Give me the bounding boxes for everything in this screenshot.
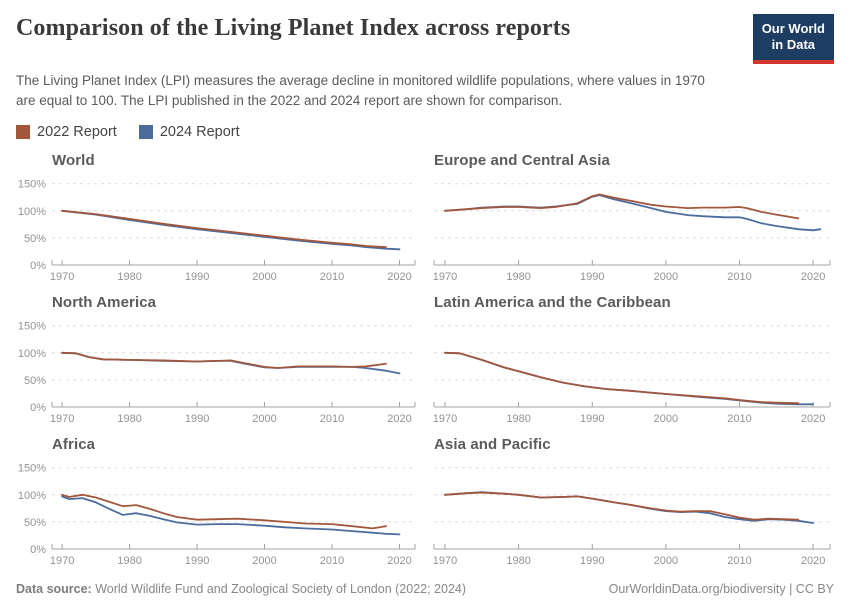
chart-panel-world: World 1970 1980 1990 2000 2010 2020 0% 50% 100% 1… — [16, 152, 419, 285]
svg-text:150%: 150% — [18, 463, 46, 475]
line-plot-africa: 1970 1980 1990 2000 2010 2020 0% 50% 100% 150% — [16, 455, 419, 569]
svg-text:2010: 2010 — [727, 555, 751, 567]
chart-panel-latin-america-caribbean: Latin America and the Caribbean 1970 1980… — [431, 294, 834, 427]
svg-text:1990: 1990 — [185, 555, 209, 567]
svg-text:1980: 1980 — [117, 555, 141, 567]
line-plot-europe-central-asia: 1970 1980 1990 2000 2010 2020 — [431, 171, 834, 285]
svg-text:2000: 2000 — [654, 413, 678, 425]
chart-header: Comparison of the Living Planet Index ac… — [16, 14, 834, 140]
svg-text:2000: 2000 — [654, 271, 678, 283]
svg-text:50%: 50% — [24, 375, 46, 387]
svg-text:150%: 150% — [18, 321, 46, 333]
svg-text:1970: 1970 — [50, 555, 74, 567]
svg-text:2010: 2010 — [727, 271, 751, 283]
svg-text:2010: 2010 — [320, 271, 344, 283]
svg-text:0%: 0% — [30, 544, 46, 556]
svg-text:1970: 1970 — [50, 271, 74, 283]
svg-text:1970: 1970 — [50, 413, 74, 425]
line-plot-latin-america-caribbean: 1970 1980 1990 2000 2010 2020 — [431, 313, 834, 427]
panel-title: Africa — [52, 436, 96, 453]
panel-title: World — [52, 152, 95, 169]
owid-logo-line1: Our World — [761, 21, 825, 36]
svg-text:1980: 1980 — [117, 271, 141, 283]
legend-label: 2024 Report — [159, 124, 240, 140]
chart-panel-north-america: North America 1970 1980 1990 2000 2010 2020 0%… — [16, 294, 419, 427]
legend-label: 2022 Report — [37, 124, 117, 140]
svg-text:2020: 2020 — [387, 271, 411, 283]
svg-text:2000: 2000 — [252, 271, 276, 283]
svg-text:2020: 2020 — [387, 413, 411, 425]
data-source-label: Data source: — [16, 582, 92, 596]
svg-text:2020: 2020 — [801, 413, 825, 425]
svg-text:2000: 2000 — [654, 555, 678, 567]
svg-text:1980: 1980 — [506, 271, 530, 283]
svg-text:2020: 2020 — [801, 555, 825, 567]
line-plot-asia-pacific: 1970 1980 1990 2000 2010 2020 — [431, 455, 834, 569]
legend-item-2024: 2024 Report — [138, 124, 240, 140]
legend-swatch — [16, 125, 30, 139]
svg-text:2020: 2020 — [801, 271, 825, 283]
panel-title: North America — [52, 294, 157, 311]
svg-text:1990: 1990 — [580, 271, 604, 283]
svg-text:1990: 1990 — [185, 413, 209, 425]
owid-logo: Our World in Data — [752, 14, 834, 64]
legend-item-2022: 2022 Report — [16, 124, 117, 140]
svg-text:1980: 1980 — [117, 413, 141, 425]
page-title: Comparison of the Living Planet Index ac… — [16, 15, 571, 41]
svg-text:1990: 1990 — [580, 555, 604, 567]
svg-text:2010: 2010 — [320, 413, 344, 425]
chart-footer: Data source: World Wildlife Fund and Zoo… — [16, 582, 834, 596]
svg-text:1980: 1980 — [506, 555, 530, 567]
line-plot-world: 1970 1980 1990 2000 2010 2020 0% 50% 100% 150% — [16, 171, 419, 285]
chart-panel-africa: Africa 1970 1980 1990 2000 2010 2020 0% 50% 100%… — [16, 436, 419, 569]
svg-text:2010: 2010 — [320, 555, 344, 567]
svg-text:1990: 1990 — [185, 271, 209, 283]
svg-text:50%: 50% — [24, 233, 46, 245]
chart-panel-europe-central-asia: Europe and Central Asia 1970 1980 1990 2000… — [431, 152, 834, 285]
svg-text:1970: 1970 — [433, 271, 457, 283]
svg-text:1990: 1990 — [580, 413, 604, 425]
chart-subtitle: The Living Planet Index (LPI) measures t… — [16, 72, 705, 108]
svg-text:100%: 100% — [18, 348, 46, 360]
svg-text:2010: 2010 — [727, 413, 751, 425]
svg-text:2000: 2000 — [252, 555, 276, 567]
svg-text:1970: 1970 — [433, 413, 457, 425]
legend-swatch — [138, 125, 153, 139]
panel-title: Latin America and the Caribbean — [434, 294, 671, 311]
svg-text:1970: 1970 — [433, 555, 457, 567]
svg-text:2000: 2000 — [252, 413, 276, 425]
svg-text:2020: 2020 — [387, 555, 411, 567]
svg-text:1980: 1980 — [506, 413, 530, 425]
chart-legend: 2022 Report 2024 Report — [16, 124, 834, 140]
chart-panel-asia-pacific: Asia and Pacific 1970 1980 1990 2000 2010 202… — [431, 436, 834, 569]
data-source-note: Data source: World Wildlife Fund and Zoo… — [16, 582, 466, 596]
line-plot-north-america: 1970 1980 1990 2000 2010 2020 0% 50% 100% 150% — [16, 313, 419, 427]
svg-text:100%: 100% — [18, 490, 46, 502]
attribution-text: OurWorldinData.org/biodiversity | CC BY — [608, 582, 834, 596]
svg-text:0%: 0% — [30, 402, 46, 414]
svg-text:150%: 150% — [18, 179, 46, 191]
svg-text:0%: 0% — [30, 260, 46, 272]
charts-grid: World 1970 1980 1990 2000 2010 2020 0% 50% 100% 1… — [16, 152, 834, 569]
panel-title: Europe and Central Asia — [434, 152, 610, 169]
data-source-text: World Wildlife Fund and Zoological Socie… — [91, 582, 467, 596]
panel-title: Asia and Pacific — [434, 436, 551, 453]
owid-logo-line2: in Data — [771, 37, 816, 53]
svg-text:50%: 50% — [24, 517, 46, 529]
svg-text:100%: 100% — [18, 206, 46, 218]
